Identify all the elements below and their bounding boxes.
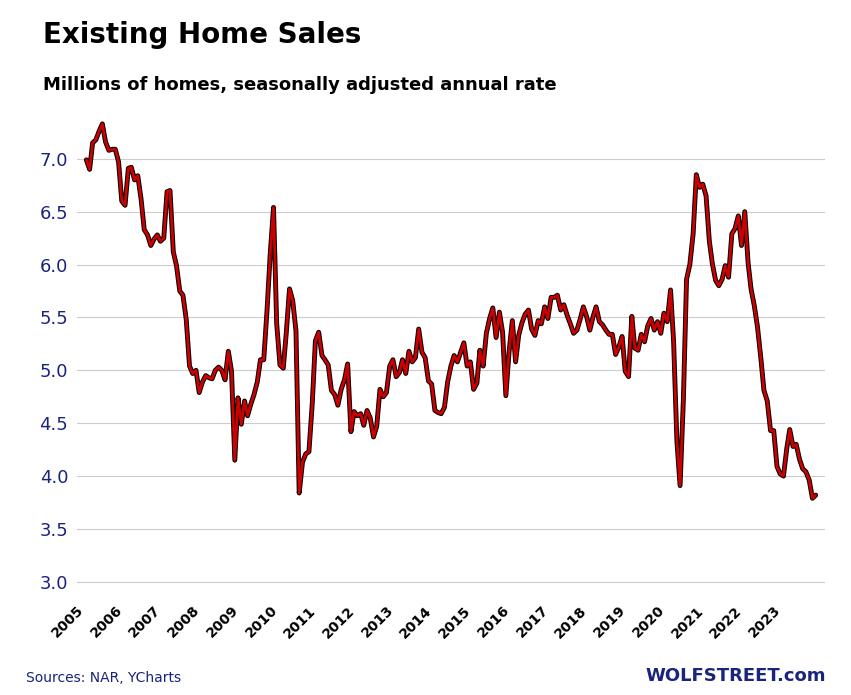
- Text: WOLFSTREET.com: WOLFSTREET.com: [645, 667, 825, 685]
- Text: Existing Home Sales: Existing Home Sales: [43, 21, 361, 49]
- Text: Sources: NAR, YCharts: Sources: NAR, YCharts: [26, 671, 180, 685]
- Text: Millions of homes, seasonally adjusted annual rate: Millions of homes, seasonally adjusted a…: [43, 76, 557, 95]
